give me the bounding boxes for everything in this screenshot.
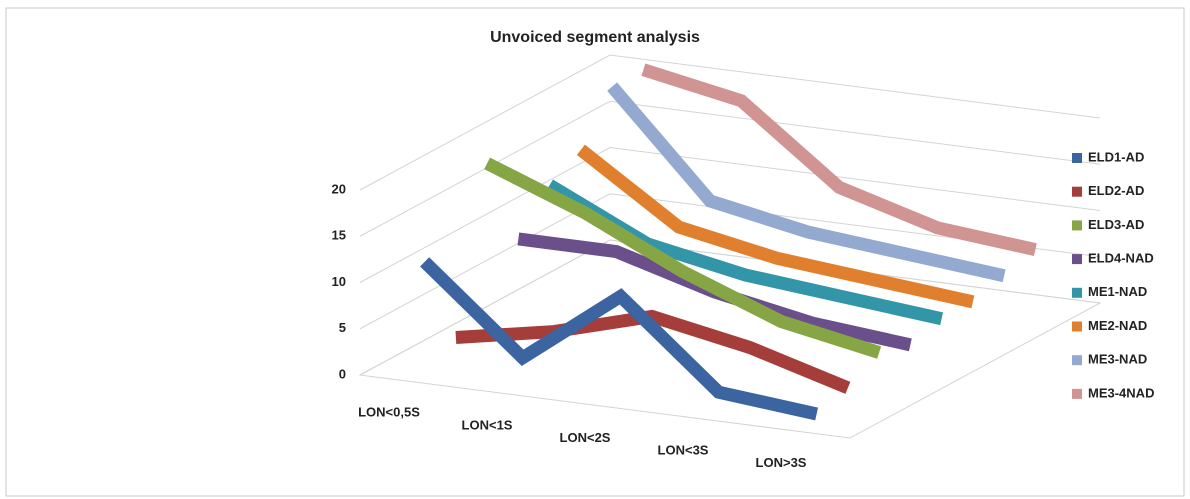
legend-label: ME3-NAD — [1088, 352, 1147, 367]
legend-swatch — [1072, 254, 1082, 265]
legend-label: ME3-4NAD — [1088, 385, 1154, 400]
y-tick-label: 5 — [339, 320, 346, 335]
x-tick-label: LON<3S — [658, 443, 709, 458]
legend-swatch — [1072, 220, 1082, 231]
series-ribbon — [607, 82, 1006, 283]
legend-label: ELD2-AD — [1088, 183, 1144, 198]
x-tick-label: LON<0,5S — [358, 405, 420, 420]
legend-swatch — [1072, 355, 1082, 366]
x-tick-label: LON>3S — [756, 455, 807, 470]
legend-swatch — [1072, 186, 1082, 197]
y-tick-label: 0 — [339, 366, 346, 381]
legend-label: ELD1-AD — [1088, 149, 1144, 164]
y-tick-label: 15 — [332, 228, 346, 243]
y-tick-label: 20 — [332, 181, 346, 196]
grid-line — [359, 146, 1101, 283]
legend-label: ME1-NAD — [1088, 284, 1147, 299]
grid-line — [359, 54, 1101, 191]
legend-label: ELD4-NAD — [1088, 251, 1154, 266]
series-ribbon — [420, 257, 819, 421]
chart-title: Unvoiced segment analysis — [490, 29, 700, 46]
legend-swatch — [1072, 388, 1082, 399]
legend-label: ELD3-AD — [1088, 217, 1144, 232]
series-ribbon — [576, 144, 975, 309]
legend-swatch — [1072, 321, 1082, 332]
legend-swatch — [1072, 287, 1082, 298]
legend-label: ME2-NAD — [1088, 318, 1147, 333]
grid-line — [359, 239, 1101, 376]
x-tick-label: LON<1S — [462, 417, 513, 432]
grid-line — [359, 100, 1101, 237]
y-tick-label: 10 — [332, 274, 346, 289]
series-ribbon — [641, 63, 1037, 256]
series-ribbon — [455, 309, 851, 394]
legend-swatch — [1072, 153, 1082, 163]
series-ribbon — [484, 157, 882, 359]
x-tick-label: LON<2S — [560, 430, 611, 445]
